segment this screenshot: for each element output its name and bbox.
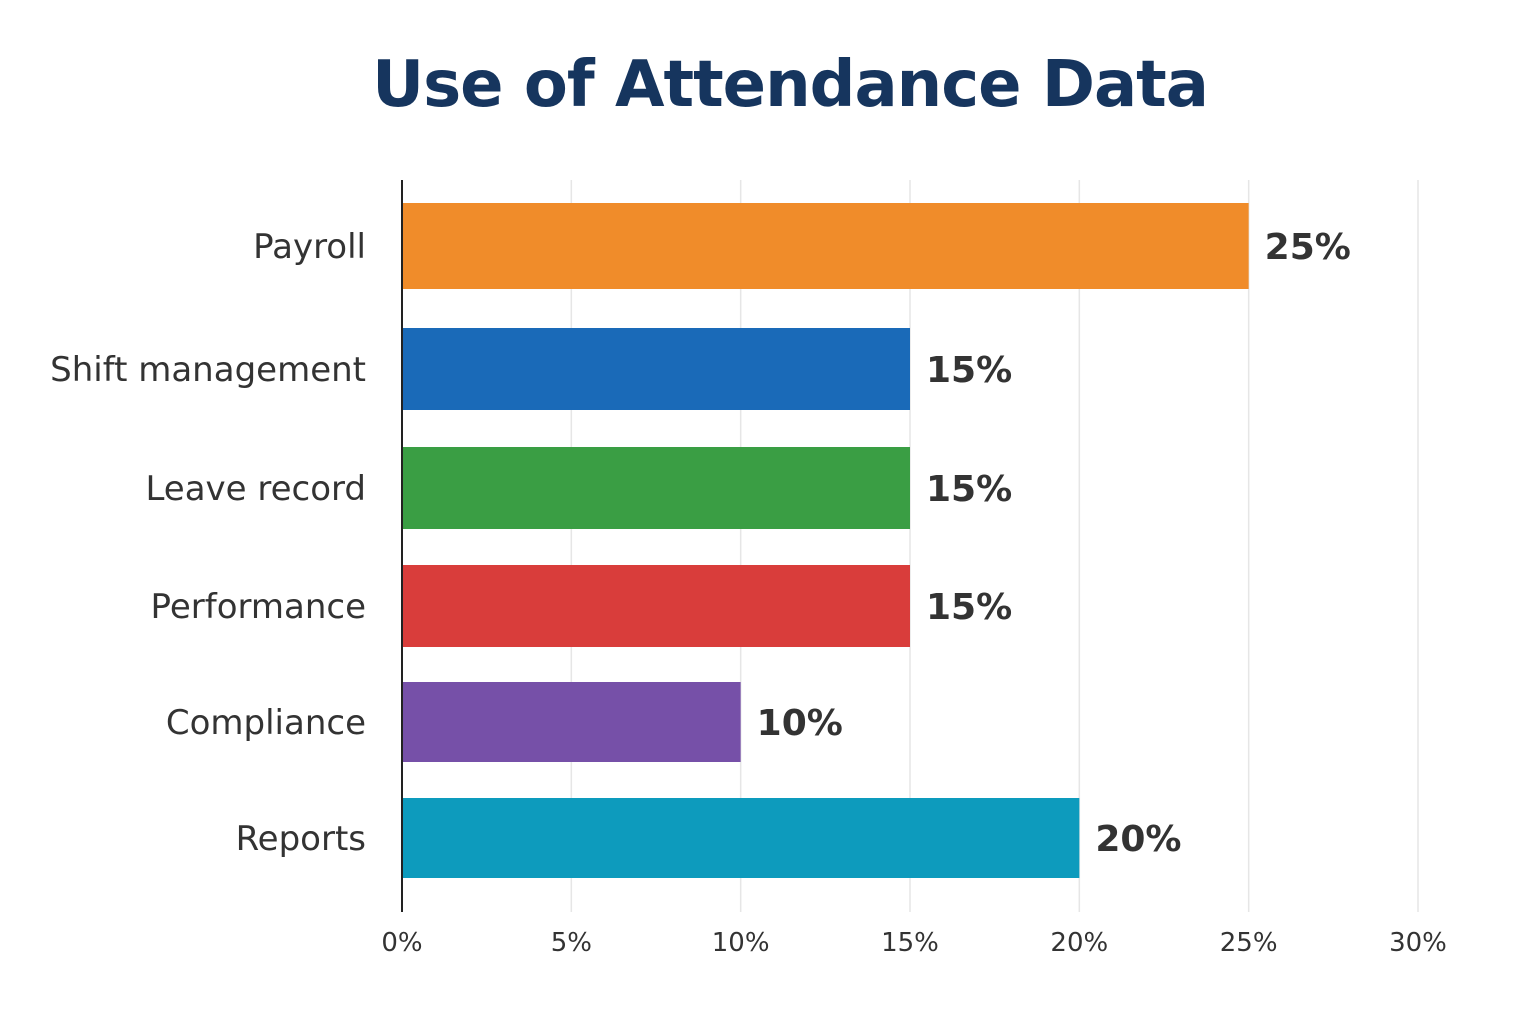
category-label: Shift management — [50, 350, 366, 390]
gridlines — [570, 180, 1419, 912]
x-tick-label: 15% — [881, 928, 939, 958]
bar — [402, 798, 1080, 878]
x-tick-label: 10% — [712, 928, 770, 958]
value-label: 10% — [757, 703, 843, 744]
chart-title: Use of Attendance Data — [372, 48, 1209, 122]
category-label: Reports — [236, 819, 366, 859]
value-label: 15% — [926, 469, 1012, 510]
x-tick-label: 20% — [1050, 928, 1108, 958]
bar — [402, 328, 910, 410]
x-tick-label: 30% — [1389, 928, 1447, 958]
x-tick-labels: 0% 5% 10% 15% 20% 25% 30% — [381, 928, 1447, 958]
category-label: Payroll — [253, 227, 366, 267]
value-label: 20% — [1095, 819, 1181, 860]
category-labels: Payroll Shift management Leave record Perfo… — [50, 227, 366, 859]
x-tick-label: 25% — [1220, 928, 1278, 958]
bar — [402, 565, 910, 647]
bar — [402, 682, 741, 762]
value-labels: 25% 15% 15% 15% 10% 20% — [757, 227, 1351, 860]
value-label: 25% — [1265, 227, 1351, 268]
bars — [402, 203, 1249, 878]
x-tick-label: 5% — [551, 928, 592, 958]
x-tick-label: 0% — [381, 928, 422, 958]
bar — [402, 203, 1249, 289]
bar — [402, 447, 910, 529]
value-label: 15% — [926, 587, 1012, 628]
category-label: Performance — [151, 587, 366, 627]
category-label: Leave record — [145, 469, 366, 509]
category-label: Compliance — [166, 703, 366, 743]
value-label: 15% — [926, 350, 1012, 391]
